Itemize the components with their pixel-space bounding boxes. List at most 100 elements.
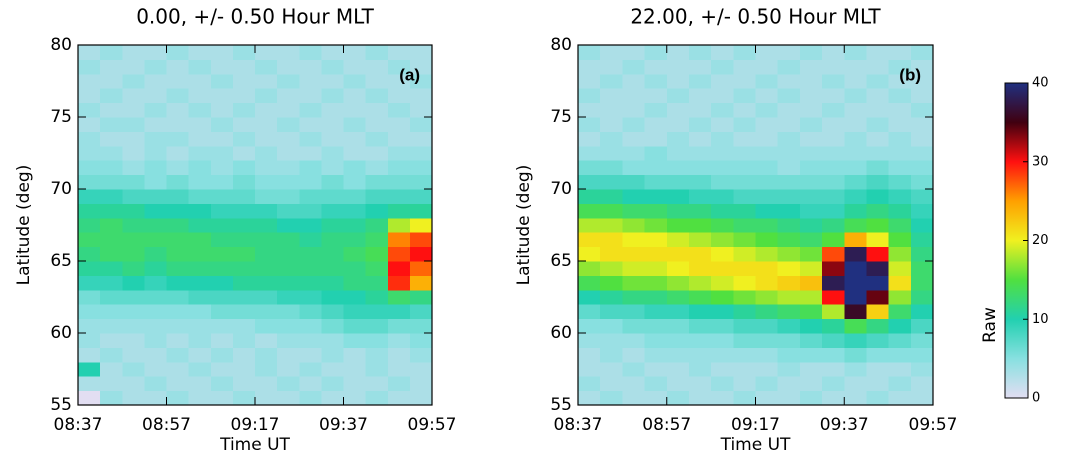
heat-cell: [321, 361, 344, 377]
heat-cell: [644, 232, 668, 248]
heat-cell: [755, 88, 779, 104]
heat-cell: [210, 304, 234, 320]
heat-cell: [255, 261, 278, 276]
heat-cell: [299, 117, 322, 132]
heat-cell: [122, 102, 145, 118]
heat-cell: [755, 275, 779, 291]
heat-cell: [688, 361, 712, 377]
heat-cell: [188, 361, 212, 377]
heat-cell: [343, 232, 367, 248]
heat-cell: [844, 261, 867, 276]
heat-cell: [166, 88, 190, 104]
heat-cell: [711, 73, 734, 89]
heat-cell: [144, 347, 167, 363]
heat-cell: [321, 117, 344, 132]
heat-cell: [888, 102, 912, 118]
heat-cell: [387, 117, 411, 132]
heat-cell: [122, 347, 145, 363]
heat-cell: [777, 73, 801, 89]
heat-cell: [888, 73, 912, 89]
heat-cell: [122, 73, 145, 89]
heat-cell: [100, 347, 123, 363]
heat-cell: [100, 88, 123, 104]
heat-cell: [343, 145, 367, 161]
heat-cell: [299, 304, 322, 320]
heat-cell: [600, 304, 623, 320]
heat-cell: [299, 275, 322, 291]
heat-cell: [78, 131, 101, 147]
heat-cell: [888, 261, 912, 276]
colorbar-tick-label: 0: [1032, 391, 1040, 406]
heat-cell: [844, 376, 867, 392]
heat-cell: [777, 390, 801, 406]
heat-cell: [144, 160, 167, 176]
heat-cell: [888, 390, 912, 406]
heat-cell: [866, 145, 890, 161]
heat-cell: [166, 45, 190, 60]
heat-cell: [365, 203, 389, 219]
heat-cell: [299, 189, 322, 204]
heat-cell: [321, 289, 344, 305]
heat-cell: [844, 59, 867, 75]
heat-cell: [321, 203, 344, 219]
heat-cell: [277, 390, 300, 406]
heat-cell: [600, 117, 623, 132]
heat-cell: [799, 390, 823, 406]
heat-cell: [755, 73, 779, 89]
y-tick-label: 75: [50, 107, 72, 127]
chart-title: 22.00, +/- 0.50 Hour MLT: [630, 5, 881, 29]
heat-cell: [866, 390, 890, 406]
heat-cell: [622, 160, 646, 176]
heat-cell: [866, 261, 890, 276]
heat-cell: [688, 131, 712, 147]
heat-cell: [232, 45, 256, 60]
heat-cell: [166, 304, 190, 320]
heat-cell: [733, 333, 756, 348]
heat-cell: [365, 189, 389, 204]
heat-cell: [188, 246, 212, 262]
heat-cell: [365, 289, 389, 305]
heat-cell: [666, 131, 690, 147]
heat-cell: [210, 174, 234, 190]
heat-cell: [888, 203, 912, 219]
heat-cell: [78, 347, 101, 363]
heat-cell: [277, 189, 300, 204]
heat-cell: [210, 347, 234, 363]
heat-cell: [210, 232, 234, 248]
heat-cell: [888, 304, 912, 320]
heat-cell: [277, 102, 300, 118]
heat-cell: [578, 376, 601, 392]
x-tick-label: 09:57: [408, 415, 457, 435]
heat-cell: [387, 45, 411, 60]
heat-cell: [578, 174, 601, 190]
heat-cell: [644, 145, 668, 161]
heat-cell: [622, 131, 646, 147]
heat-cell: [409, 131, 433, 147]
heat-cell: [644, 203, 668, 219]
heat-cell: [910, 174, 934, 190]
heat-cell: [644, 390, 668, 406]
heat-cell: [822, 246, 845, 262]
heat-cell: [144, 361, 167, 377]
heat-cell: [277, 45, 300, 60]
heat-cell: [888, 88, 912, 104]
heat-cell: [409, 333, 433, 348]
heat-cell: [343, 333, 367, 348]
heat-cell: [666, 376, 690, 392]
heat-cell: [210, 189, 234, 204]
heat-cell: [409, 145, 433, 161]
y-tick-label: 60: [50, 323, 72, 343]
heat-cell: [277, 203, 300, 219]
heat-cell: [799, 347, 823, 363]
heat-cell: [321, 45, 344, 60]
heat-cell: [688, 289, 712, 305]
heat-cell: [365, 102, 389, 118]
heat-cell: [866, 203, 890, 219]
heat-cell: [600, 232, 623, 248]
heat-cell: [365, 160, 389, 176]
heat-cell: [711, 174, 734, 190]
x-tick-label: 09:57: [909, 415, 958, 435]
heat-cell: [888, 45, 912, 60]
heat-cell: [910, 73, 934, 89]
heat-cell: [188, 318, 212, 334]
